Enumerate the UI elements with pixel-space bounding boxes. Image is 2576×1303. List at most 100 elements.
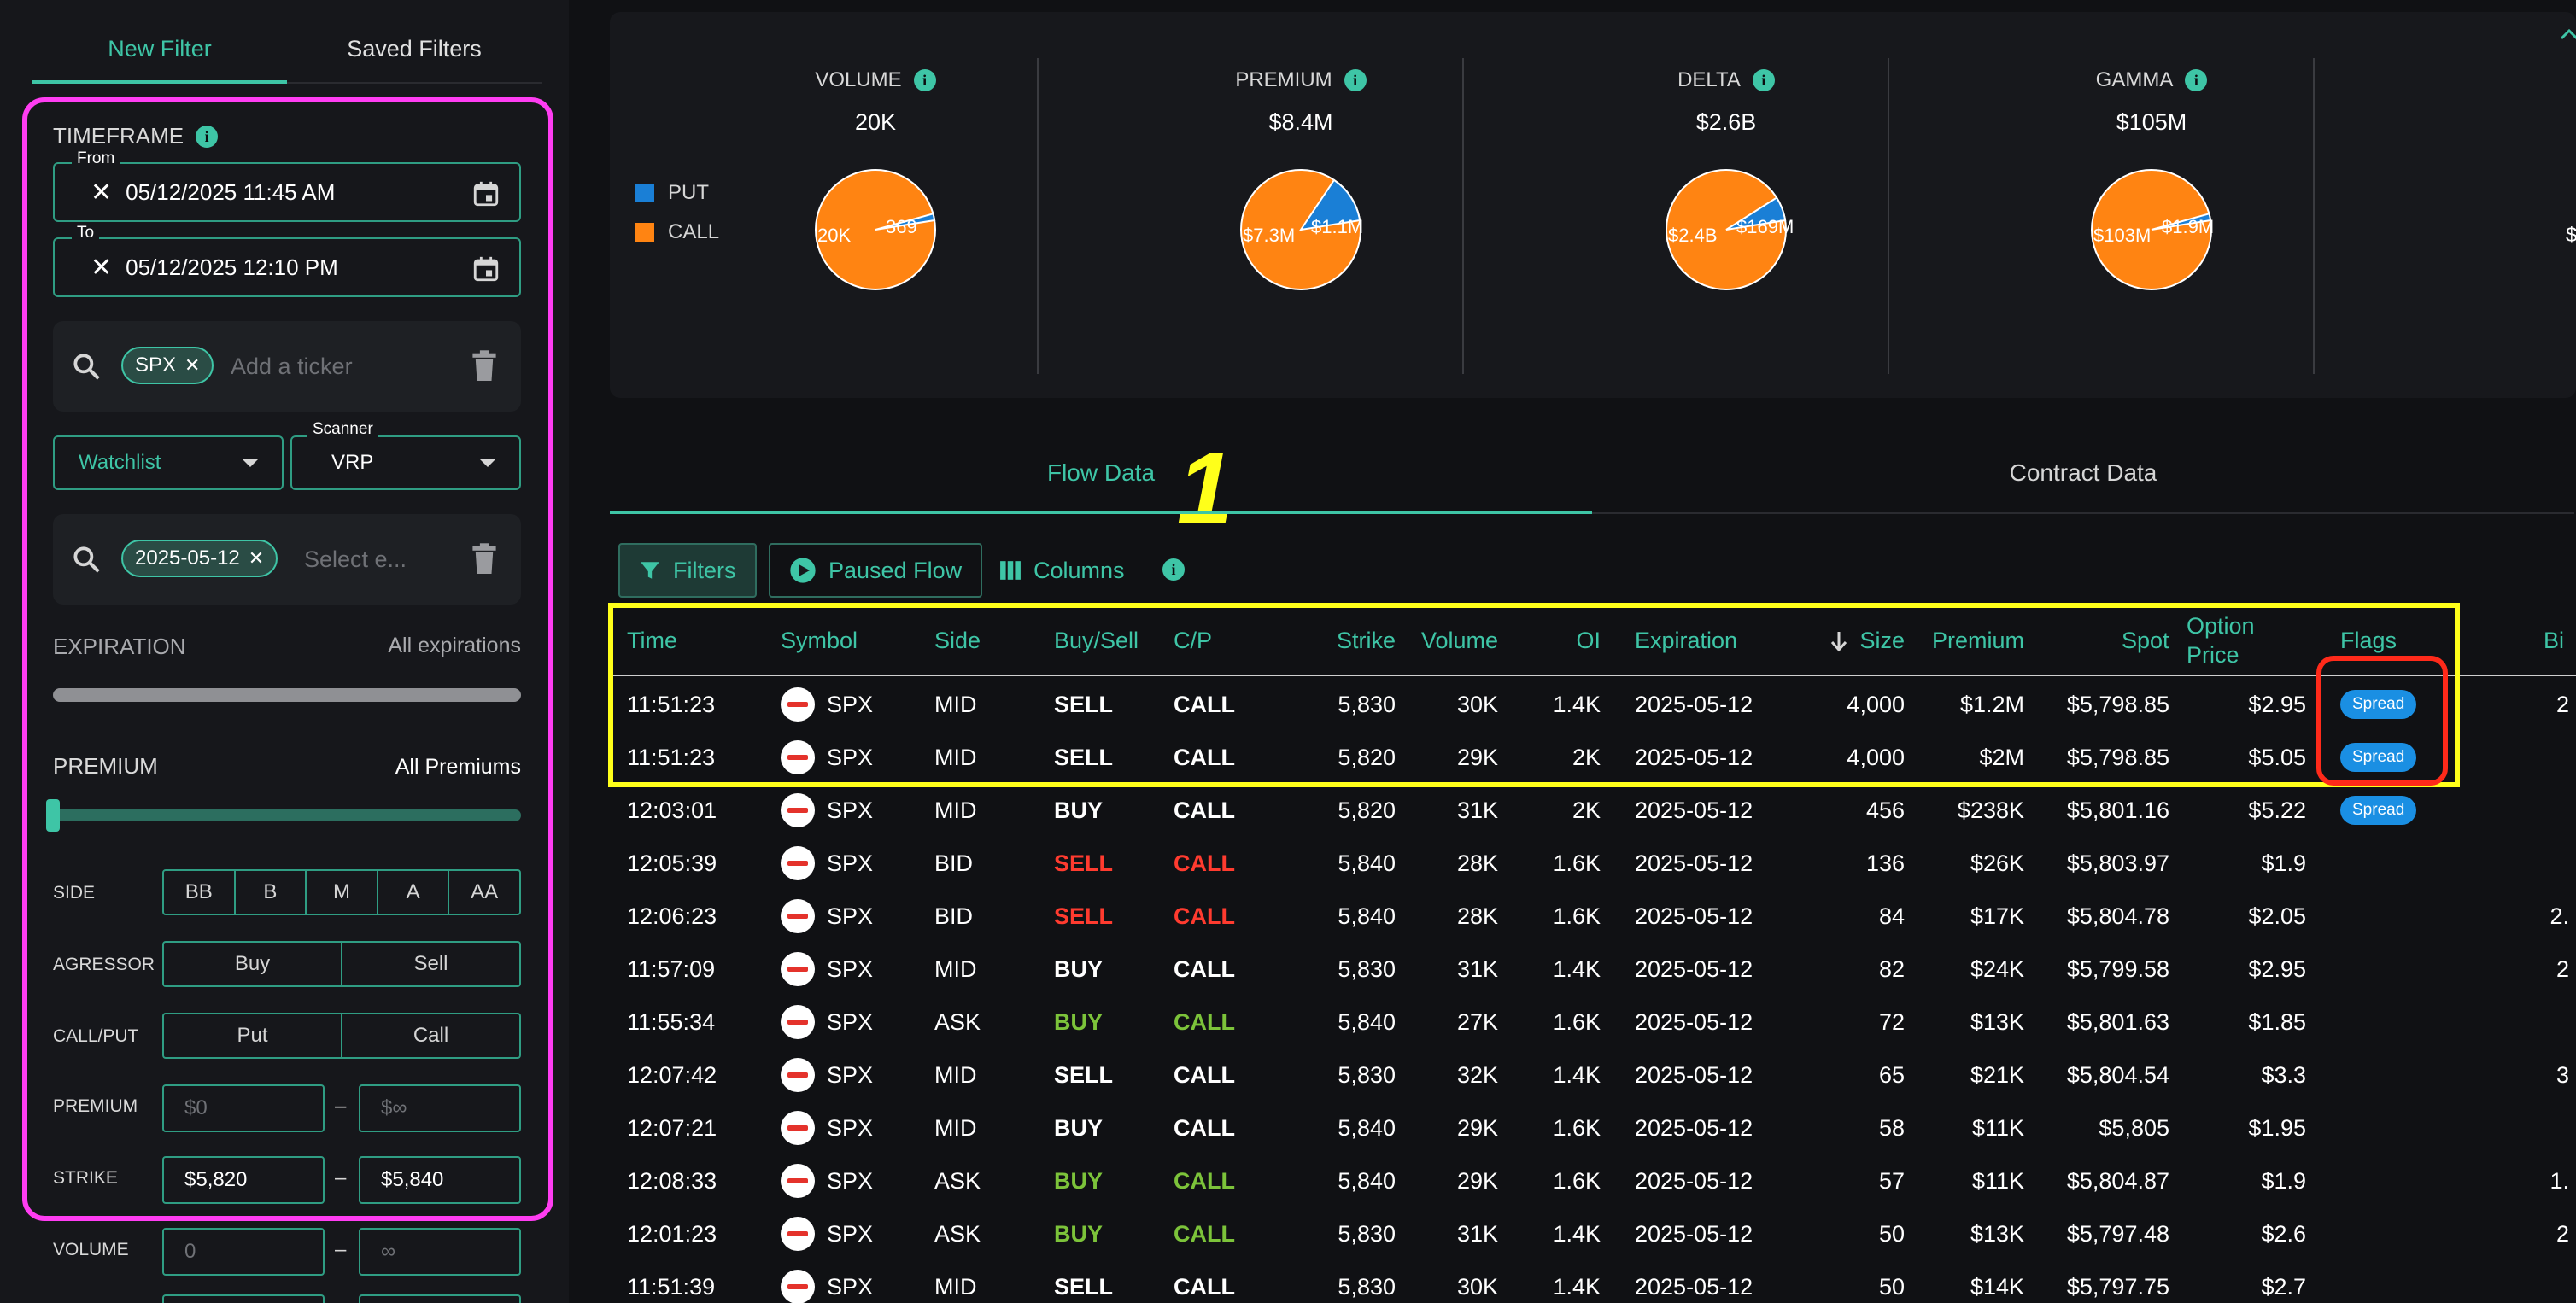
side-option-a[interactable]: A (378, 871, 450, 914)
cell-symbol[interactable]: SPX (827, 903, 874, 929)
calendar-icon[interactable] (471, 254, 501, 283)
ticker-input[interactable]: Add a ticker (231, 354, 353, 379)
premium-min-input[interactable]: $0 (162, 1084, 325, 1132)
cell-symbol[interactable]: SPX (827, 1221, 874, 1247)
cell-symbol[interactable]: SPX (827, 798, 874, 823)
column-header-option-price[interactable]: Price (2187, 642, 2239, 668)
expiration-input[interactable]: Select e... (304, 546, 407, 572)
tab-flow-data[interactable]: Flow Data (610, 459, 1592, 514)
table-row[interactable]: 11:57:09 SPX MID BUY CALL 5,830 31K 1.4K… (610, 943, 2576, 996)
calendar-icon[interactable] (471, 179, 501, 208)
column-header-size[interactable]: Size (1859, 628, 1905, 653)
column-header-strike[interactable]: Strike (1336, 628, 1396, 653)
side-option-m[interactable]: M (307, 871, 378, 914)
side-option-b[interactable]: B (236, 871, 307, 914)
ticker-search[interactable]: SPX ✕ Add a ticker (53, 321, 521, 412)
column-header-spot[interactable]: Spot (2122, 628, 2169, 653)
callput-option-call[interactable]: Call (413, 1024, 449, 1047)
columns-button[interactable]: Columns (981, 543, 1144, 598)
range-dash: – (335, 1238, 347, 1261)
tab-saved-filters[interactable]: Saved Filters (287, 24, 542, 84)
sort-down-arrow-icon[interactable] (1830, 630, 1848, 652)
premium-max-input[interactable]: $∞ (359, 1084, 521, 1132)
info-icon[interactable]: i (1344, 69, 1367, 91)
agressor-option-sell[interactable]: Sell (413, 952, 448, 975)
table-row[interactable]: 11:55:34 SPX ASK BUY CALL 5,840 27K 1.6K… (610, 996, 2576, 1049)
flag-spread-badge[interactable]: Spread (2340, 690, 2417, 719)
info-icon[interactable]: i (913, 69, 936, 91)
pie-slice-put[interactable] (2151, 213, 2212, 231)
info-icon[interactable]: i (1162, 558, 1185, 581)
expiration-search[interactable]: 2025-05-12 ✕ Select e... (53, 514, 521, 605)
table-row[interactable]: 11:51:23 SPX MID SELL CALL 5,830 30K 1.4… (610, 678, 2576, 731)
column-header-premium[interactable]: Premium (1932, 628, 2025, 653)
remove-chip-icon[interactable]: ✕ (248, 547, 265, 569)
cell-symbol[interactable]: SPX (827, 1062, 874, 1088)
expiration-chip[interactable]: 2025-05-12 ✕ (121, 540, 278, 577)
table-row[interactable]: 12:05:39 SPX BID SELL CALL 5,840 28K 1.6… (610, 837, 2576, 890)
column-header-cp[interactable]: C/P (1174, 628, 1213, 653)
pie-slice-put[interactable] (1725, 196, 1787, 231)
info-icon[interactable]: i (196, 125, 219, 148)
table-row[interactable]: 11:51:39 SPX MID SELL CALL 5,830 30K 1.4… (610, 1260, 2576, 1303)
table-row[interactable]: 12:08:33 SPX ASK BUY CALL 5,840 29K 1.6K… (610, 1154, 2576, 1207)
cell-symbol[interactable]: SPX (827, 692, 874, 717)
strike-max-input[interactable]: $5,840 (359, 1156, 521, 1204)
side-option-bb[interactable]: BB (164, 871, 236, 914)
column-header-oi[interactable]: OI (1576, 628, 1601, 653)
cell-symbol[interactable]: SPX (827, 956, 874, 982)
tab-new-filter[interactable]: New Filter (32, 24, 287, 84)
collapse-chevron-up-icon[interactable] (2559, 27, 2576, 41)
side-option-aa[interactable]: AA (471, 880, 499, 903)
info-icon[interactable]: i (2185, 69, 2208, 91)
volume-min-input[interactable]: 0 (162, 1228, 325, 1276)
trash-icon[interactable] (470, 350, 499, 383)
column-header-bid[interactable]: Bi (2544, 628, 2565, 653)
volume-max-input[interactable]: ∞ (359, 1228, 521, 1276)
callput-option-put[interactable]: Put (164, 1014, 342, 1057)
table-row[interactable]: 12:06:23 SPX BID SELL CALL 5,840 28K 1.6… (610, 890, 2576, 943)
flag-spread-badge[interactable]: Spread (2340, 796, 2417, 825)
column-header-time[interactable]: Time (627, 628, 677, 653)
table-row[interactable]: 12:07:42 SPX MID SELL CALL 5,830 32K 1.4… (610, 1049, 2576, 1101)
trash-icon[interactable] (470, 543, 499, 576)
tab-contract-data[interactable]: Contract Data (1592, 459, 2574, 514)
premium-slider-track[interactable] (53, 809, 521, 821)
from-datetime-field[interactable]: ✕ 05/12/2025 11:45 AM (53, 162, 521, 222)
scanner-select[interactable]: VRP (290, 435, 521, 490)
cell-symbol[interactable]: SPX (827, 1115, 874, 1141)
cell-symbol[interactable]: SPX (827, 745, 874, 770)
cell-symbol[interactable]: SPX (827, 850, 874, 876)
info-icon[interactable]: i (1752, 69, 1775, 91)
column-header-option-price[interactable]: Option (2187, 613, 2255, 639)
clear-icon[interactable]: ✕ (91, 253, 113, 282)
column-header-side[interactable]: Side (934, 628, 981, 653)
premium-slider-handle[interactable] (46, 799, 60, 832)
watchlist-select[interactable]: Watchlist (53, 435, 284, 490)
cell-symbol[interactable]: SPX (827, 1009, 874, 1035)
column-header-symbol[interactable]: Symbol (781, 628, 858, 653)
remove-chip-icon[interactable]: ✕ (184, 354, 201, 376)
table-row[interactable]: 12:07:21 SPX MID BUY CALL 5,840 29K 1.6K… (610, 1101, 2576, 1154)
expiration-slider[interactable] (53, 688, 521, 702)
table-row[interactable]: 11:51:23 SPX MID SELL CALL 5,820 29K 2K … (610, 731, 2576, 784)
cell-oi: 1.4K (1553, 1221, 1601, 1247)
flag-spread-badge[interactable]: Spread (2340, 743, 2417, 772)
pie-slice-put[interactable] (1298, 178, 1361, 231)
ticker-chip[interactable]: SPX ✕ (121, 347, 214, 384)
column-header-flags[interactable]: Flags (2340, 628, 2397, 653)
table-row[interactable]: 12:03:01 SPX MID BUY CALL 5,820 31K 2K 2… (610, 784, 2576, 837)
clear-icon[interactable]: ✕ (91, 178, 113, 207)
cell-symbol[interactable]: SPX (827, 1274, 874, 1300)
filters-button[interactable]: Filters (618, 543, 757, 598)
paused-flow-button[interactable]: Paused Flow (769, 543, 983, 598)
strike-min-input[interactable]: $5,820 (162, 1156, 325, 1204)
table-row[interactable]: 12:01:23 SPX ASK BUY CALL 5,830 31K 1.4K… (610, 1207, 2576, 1260)
column-header-expiration[interactable]: Expiration (1635, 628, 1738, 653)
cell-symbol[interactable]: SPX (827, 1168, 874, 1194)
agressor-option-buy[interactable]: Buy (164, 943, 342, 985)
column-header-volume[interactable]: Volume (1420, 628, 1498, 653)
column-header-buysell[interactable]: Buy/Sell (1054, 628, 1139, 653)
to-datetime-field[interactable]: ✕ 05/12/2025 12:10 PM (53, 237, 521, 297)
pie-slice-put[interactable] (875, 213, 936, 231)
